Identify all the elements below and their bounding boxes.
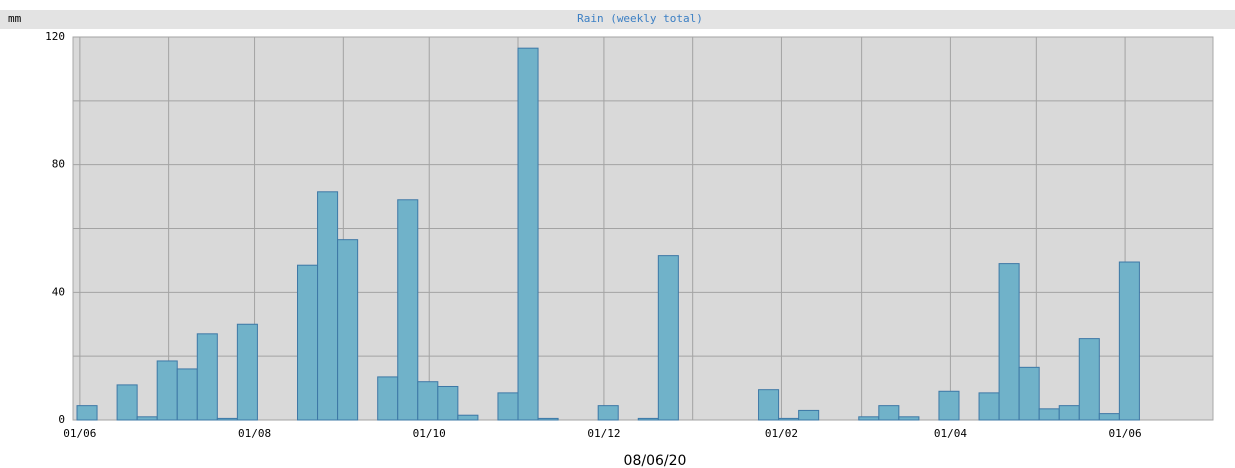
y-axis-label: mm	[8, 12, 22, 25]
y-tick-label: 40	[52, 285, 65, 298]
bar	[978, 392, 1000, 421]
y-tick-label: 0	[58, 413, 65, 426]
y-tick-label: 80	[52, 158, 65, 171]
bar	[397, 199, 419, 421]
bar	[1058, 405, 1080, 421]
header-bar	[0, 10, 1235, 29]
bar	[497, 392, 519, 421]
y-tick-label: 120	[45, 30, 65, 43]
bar	[657, 255, 679, 421]
x-tick-label: 01/02	[765, 427, 798, 440]
bar	[778, 417, 800, 421]
bar	[1078, 338, 1100, 421]
tick-labels: 0 40 80 120 01/06 01/08 01/10 01/12 01/02 01/04 01…	[45, 30, 1142, 440]
chart-title: Rain (weekly total)	[577, 12, 703, 25]
bar	[517, 47, 539, 421]
bar	[317, 191, 339, 421]
x-axis-label: 08/06/20	[624, 453, 687, 468]
bar	[938, 390, 960, 421]
bar	[858, 416, 880, 421]
bar	[1098, 413, 1120, 421]
bar	[597, 405, 619, 421]
bar	[156, 360, 178, 421]
bar	[337, 239, 359, 421]
x-tick-label: 01/06	[1109, 427, 1142, 440]
bar	[236, 323, 258, 421]
bar	[898, 416, 920, 421]
bar	[1038, 408, 1060, 421]
bar	[176, 368, 198, 421]
x-tick-label: 01/10	[413, 427, 446, 440]
bar	[637, 417, 659, 421]
bars	[76, 47, 1140, 421]
bar	[1018, 366, 1040, 421]
bar	[136, 416, 158, 421]
bar	[417, 381, 439, 421]
bar	[537, 417, 559, 421]
bar	[297, 264, 319, 421]
bar	[216, 417, 238, 421]
bar	[878, 405, 900, 421]
bar	[76, 405, 98, 421]
bar	[758, 389, 780, 421]
bar	[798, 409, 820, 421]
bar	[377, 376, 399, 421]
x-tick-label: 01/12	[587, 427, 620, 440]
bar	[116, 384, 138, 421]
x-tick-label: 01/06	[63, 427, 96, 440]
bar	[437, 385, 459, 421]
bar	[196, 333, 218, 421]
bar	[1118, 261, 1140, 421]
bar	[457, 414, 479, 421]
x-tick-label: 01/04	[934, 427, 967, 440]
x-tick-label: 01/08	[238, 427, 271, 440]
bar	[998, 263, 1020, 421]
